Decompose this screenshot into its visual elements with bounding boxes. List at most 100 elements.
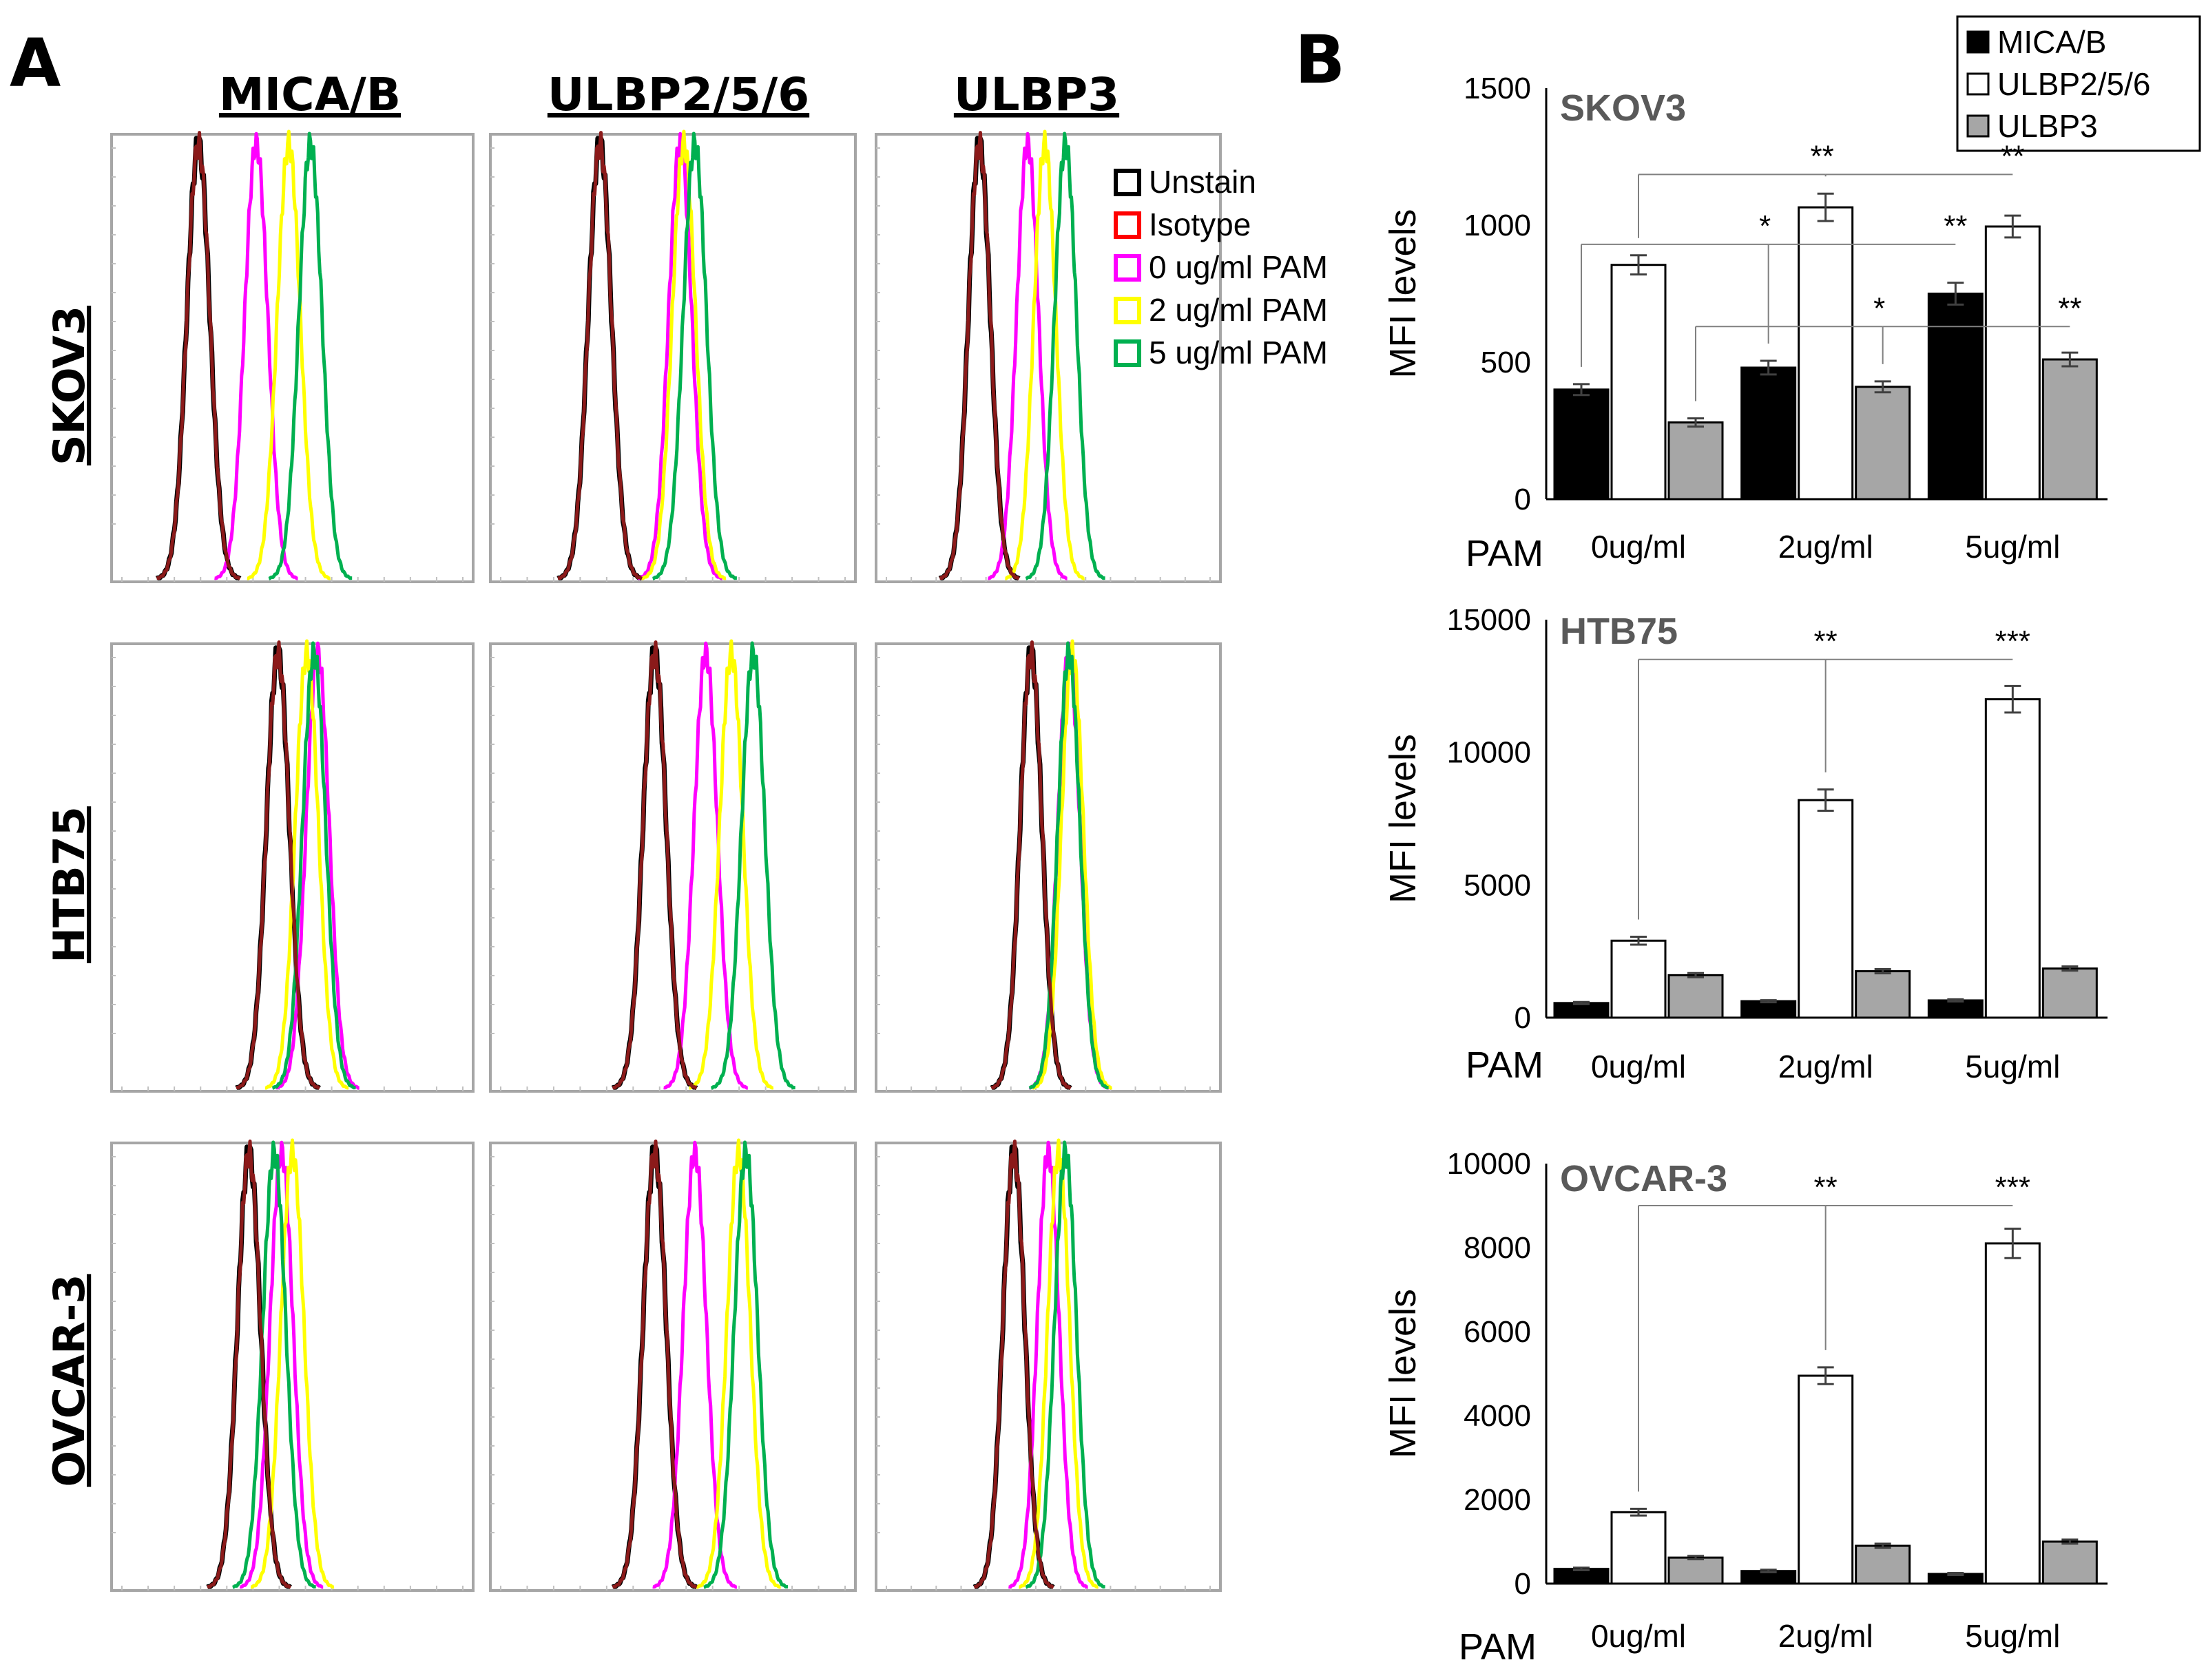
bar-charts: 0 500 1000 1500 MFI levels SKOV3 PAM 0ug/ml 2ug/… [1382, 72, 2108, 1668]
histogram-curve-5-ug-ml-pam [710, 641, 796, 1090]
significance-label: ** [1811, 139, 1834, 173]
histogram-curve-2-ug-ml-pam [250, 1138, 335, 1589]
category-label: 2ug/ml [1778, 1618, 1873, 1654]
bar-ulbp3-0ug-ml [1667, 974, 1724, 1019]
panel-a-label: A [10, 25, 61, 102]
bar-ulbp3-2ug-ml [1855, 386, 1911, 501]
bar-ulbp2-5-6-2ug-ml [1798, 206, 1854, 501]
legend-label-5-ug-ml-pam: 5 ug/ml PAM [1149, 335, 1328, 370]
legend-label-0-ug-ml-pam: 0 ug/ml PAM [1149, 249, 1328, 285]
bar-chart-htb75: 0 5000 10000 15000 MFI levels HTB75 PAM 0ug/ml 2… [1382, 603, 2108, 1086]
histogram-curve-isotype [612, 640, 698, 1090]
legend-swatch-mica-b [1966, 30, 1990, 54]
histogram-curve-0-ug-ml-pam [637, 132, 723, 580]
histogram-skov3-ulbp2-5-6 [489, 129, 857, 583]
histogram-frame [489, 642, 857, 1093]
bar-chart-skov3: 0 500 1000 1500 MFI levels SKOV3 PAM 0ug/ml 2ug/… [1382, 72, 2108, 574]
bar-ulbp2-5-6-0ug-ml [1610, 264, 1667, 501]
histogram-curve-isotype [236, 640, 320, 1090]
y-axis-title: MFI levels [1382, 1289, 1424, 1458]
legend-swatch-isotype [1114, 211, 1141, 239]
bar-ulbp2-5-6-2ug-ml [1798, 1374, 1854, 1585]
histogram-curve-0-ug-ml-pam [1008, 1140, 1089, 1589]
y-tick-label: 0 [1515, 483, 1531, 516]
y-tick-label: 15000 [1447, 603, 1531, 637]
histogram-curve-isotype [990, 640, 1072, 1090]
y-tick-label: 0 [1515, 1001, 1531, 1035]
y-tick-label: 5000 [1464, 868, 1531, 902]
legend-label-mica-b: MICA/B [1997, 24, 2106, 60]
significance-label: * [1873, 291, 1885, 325]
bar-ulbp2-5-6-5ug-ml [1984, 1242, 2041, 1585]
histogram-curve-isotype [939, 131, 1020, 580]
chart-title: OVCAR-3 [1560, 1158, 1727, 1199]
significance-label: ** [2001, 139, 2024, 173]
significance-label: ** [1814, 1170, 1838, 1204]
histogram-htb75-mica-b [110, 639, 475, 1093]
y-axis-title: MFI levels [1382, 209, 1424, 378]
histogram-curve-5-ug-ml-pam [271, 641, 357, 1090]
legend-label-2-ug-ml-pam: 2 ug/ml PAM [1149, 292, 1328, 328]
histogram-curve-isotype [207, 1140, 291, 1589]
bar-ulbp2-5-6-2ug-ml [1798, 799, 1854, 1019]
y-tick-label: 1000 [1464, 209, 1531, 242]
chart-title: SKOV3 [1560, 87, 1686, 129]
histogram-legend: Unstain Isotype 0 ug/ml PAM 2 ug/ml PAM 5 ug… [1114, 164, 1328, 370]
bar-mica-b-2ug-ml [1740, 1000, 1797, 1019]
category-label: 5ug/ml [1965, 1618, 2060, 1654]
y-tick-label: 10000 [1447, 736, 1531, 770]
histogram-curve-2-ug-ml-pam [688, 639, 774, 1090]
category-label: 5ug/ml [1965, 1049, 2060, 1084]
legend-swatch-5-ug-ml-pam [1114, 339, 1141, 367]
histogram-curve-5-ug-ml-pam [268, 132, 353, 580]
histogram-curve-2-ug-ml-pam [264, 639, 349, 1090]
histogram-curve-0-ug-ml-pam [652, 1140, 738, 1589]
histogram-curve-0-ug-ml-pam [275, 641, 360, 1090]
significance-label: ** [2058, 291, 2081, 325]
bar-mica-b-5ug-ml [1927, 999, 1984, 1019]
y-tick-label: 10000 [1447, 1147, 1531, 1181]
category-label: 0ug/ml [1591, 1618, 1686, 1654]
x-axis-title: PAM [1466, 1044, 1543, 1086]
legend-swatch-0-ug-ml-pam [1114, 254, 1141, 282]
histogram-ovcar-3-ulbp3 [875, 1138, 1222, 1592]
legend-swatch-unstain [1114, 169, 1141, 196]
histogram-curve-isotype [612, 1140, 698, 1589]
bar-ulbp3-0ug-ml [1667, 421, 1724, 501]
category-label: 2ug/ml [1778, 529, 1873, 565]
y-tick-label: 500 [1481, 346, 1531, 379]
bar-legend-box [1956, 15, 2201, 152]
histogram-curve-0-ug-ml-pam [987, 132, 1068, 580]
bar-ulbp3-0ug-ml [1667, 1556, 1724, 1585]
y-tick-label: 2000 [1464, 1483, 1531, 1517]
significance-label: *** [1995, 1170, 2030, 1204]
histogram-htb75-ulbp3 [875, 639, 1222, 1093]
histogram-curve-2-ug-ml-pam [1018, 1138, 1099, 1589]
histogram-curve-2-ug-ml-pam [696, 1138, 782, 1589]
histogram-curve-isotype [156, 131, 241, 580]
bar-mica-b-0ug-ml [1553, 388, 1610, 501]
legend-label-ulbp3: ULBP3 [1997, 108, 2098, 144]
y-tick-label: 6000 [1464, 1315, 1531, 1349]
bar-ulbp3-5ug-ml [2041, 1540, 2098, 1585]
y-tick-label: 4000 [1464, 1399, 1531, 1433]
bar-ulbp3-2ug-ml [1855, 970, 1911, 1019]
bar-ulbp3-5ug-ml [2041, 358, 2098, 501]
bar-chart-legend: MICA/B ULBP2/5/6 ULBP3 [1956, 15, 2201, 152]
column-header-ulbp2-5-6: ULBP2/5/6 [548, 68, 809, 121]
histogram-curve-isotype [557, 131, 643, 580]
histogram-curve-2-ug-ml-pam [1032, 639, 1113, 1090]
histogram-curve-isotype [973, 1140, 1054, 1589]
row-header-htb75: HTB75 [44, 806, 94, 963]
chart-title: HTB75 [1560, 611, 1678, 652]
legend-swatch-ulbp3 [1966, 114, 1990, 138]
column-header-ulbp3: ULBP3 [954, 68, 1119, 121]
histogram-htb75-ulbp2-5-6 [489, 639, 857, 1093]
histogram-curve-0-ug-ml-pam [663, 641, 749, 1090]
x-axis-title: PAM [1459, 1626, 1537, 1668]
category-label: 0ug/ml [1591, 529, 1686, 565]
histogram-ovcar-3-mica-b [110, 1138, 475, 1592]
significance-label: *** [1995, 624, 2030, 658]
histogram-frame [110, 1142, 475, 1592]
